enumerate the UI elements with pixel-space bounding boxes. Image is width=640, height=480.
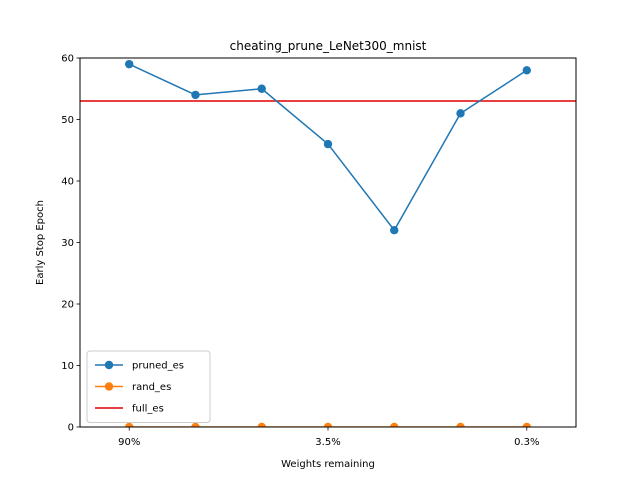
legend-label-pruned-es: pruned_es — [132, 361, 184, 372]
chart-title: cheating_prune_LeNet300_mnist — [230, 39, 427, 53]
point-pruned-es-5 — [456, 109, 465, 118]
point-rand-es-6 — [522, 422, 531, 427]
y-tick-label-30: 30 — [61, 238, 74, 249]
point-pruned-es-2 — [257, 84, 266, 93]
point-pruned-es-1 — [191, 90, 200, 100]
x-tick-label-6: 0.3% — [514, 437, 539, 448]
plot-area — [80, 59, 576, 427]
point-rand-es-5 — [456, 422, 465, 427]
point-pruned-es-6 — [522, 66, 531, 75]
legend-label-rand-es: rand_es — [132, 382, 171, 393]
legend-label-full-es: full_es — [132, 404, 164, 415]
legend: pruned_es rand_es full_es — [86, 350, 211, 423]
x-axis-label: Weights remaining — [281, 459, 375, 470]
point-rand-es-0 — [125, 422, 134, 427]
y-tick-label-60: 60 — [61, 54, 74, 65]
axis-ticks: 0 10 20 30 40 50 60 90% 3.5% 0.3% — [61, 54, 539, 448]
x-tick-label-3: 3.5% — [315, 437, 340, 448]
y-tick-label-10: 10 — [61, 361, 74, 372]
point-pruned-es-3 — [323, 139, 333, 149]
y-tick-label-0: 0 — [68, 423, 74, 434]
legend-marker-pruned-es — [104, 360, 114, 370]
y-tick-label-40: 40 — [61, 177, 74, 188]
point-rand-es-1 — [191, 422, 200, 427]
point-pruned-es-4 — [390, 226, 399, 235]
point-rand-es-2 — [257, 422, 266, 427]
point-rand-es-3 — [323, 422, 333, 427]
plot-clipped — [80, 59, 576, 427]
x-tick-label-0: 90% — [118, 437, 140, 448]
legend-frame — [86, 350, 211, 423]
point-rand-es-4 — [390, 422, 399, 427]
legend-marker-rand-es — [104, 382, 114, 391]
y-tick-label-50: 50 — [61, 115, 74, 126]
point-pruned-es-0 — [125, 59, 134, 69]
y-tick-label-20: 20 — [61, 300, 74, 311]
y-axis-label: Early Stop Epoch — [35, 200, 46, 285]
